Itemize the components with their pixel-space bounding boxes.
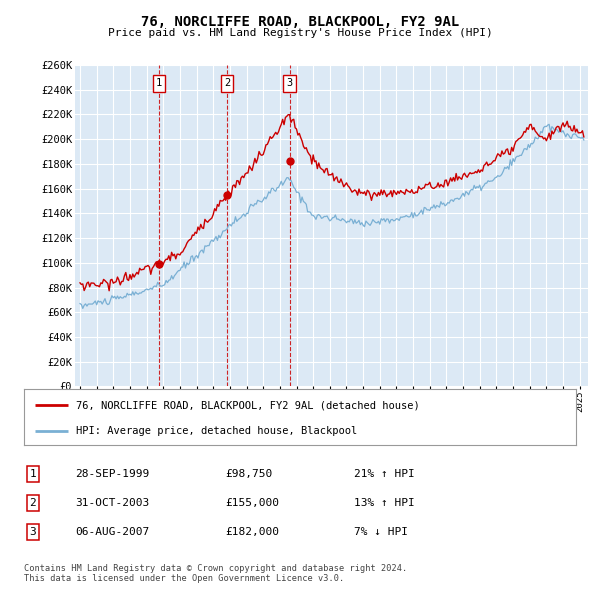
Text: 2: 2 xyxy=(29,498,37,507)
Text: £155,000: £155,000 xyxy=(225,498,279,507)
Text: HPI: Average price, detached house, Blackpool: HPI: Average price, detached house, Blac… xyxy=(76,427,358,437)
Text: 3: 3 xyxy=(286,78,293,88)
Text: Price paid vs. HM Land Registry's House Price Index (HPI): Price paid vs. HM Land Registry's House … xyxy=(107,28,493,38)
Text: 13% ↑ HPI: 13% ↑ HPI xyxy=(354,498,415,507)
Text: 76, NORCLIFFE ROAD, BLACKPOOL, FY2 9AL (detached house): 76, NORCLIFFE ROAD, BLACKPOOL, FY2 9AL (… xyxy=(76,400,420,410)
Text: 3: 3 xyxy=(29,527,37,537)
Text: 21% ↑ HPI: 21% ↑ HPI xyxy=(354,469,415,478)
Text: 7% ↓ HPI: 7% ↓ HPI xyxy=(354,527,408,537)
Text: Contains HM Land Registry data © Crown copyright and database right 2024.
This d: Contains HM Land Registry data © Crown c… xyxy=(24,563,407,583)
Text: 28-SEP-1999: 28-SEP-1999 xyxy=(75,469,149,478)
Text: £98,750: £98,750 xyxy=(225,469,272,478)
Text: 1: 1 xyxy=(156,78,162,88)
Text: 1: 1 xyxy=(29,469,37,478)
Text: 2: 2 xyxy=(224,78,230,88)
Text: 06-AUG-2007: 06-AUG-2007 xyxy=(75,527,149,537)
Text: £182,000: £182,000 xyxy=(225,527,279,537)
Text: 31-OCT-2003: 31-OCT-2003 xyxy=(75,498,149,507)
Text: 76, NORCLIFFE ROAD, BLACKPOOL, FY2 9AL: 76, NORCLIFFE ROAD, BLACKPOOL, FY2 9AL xyxy=(141,15,459,30)
